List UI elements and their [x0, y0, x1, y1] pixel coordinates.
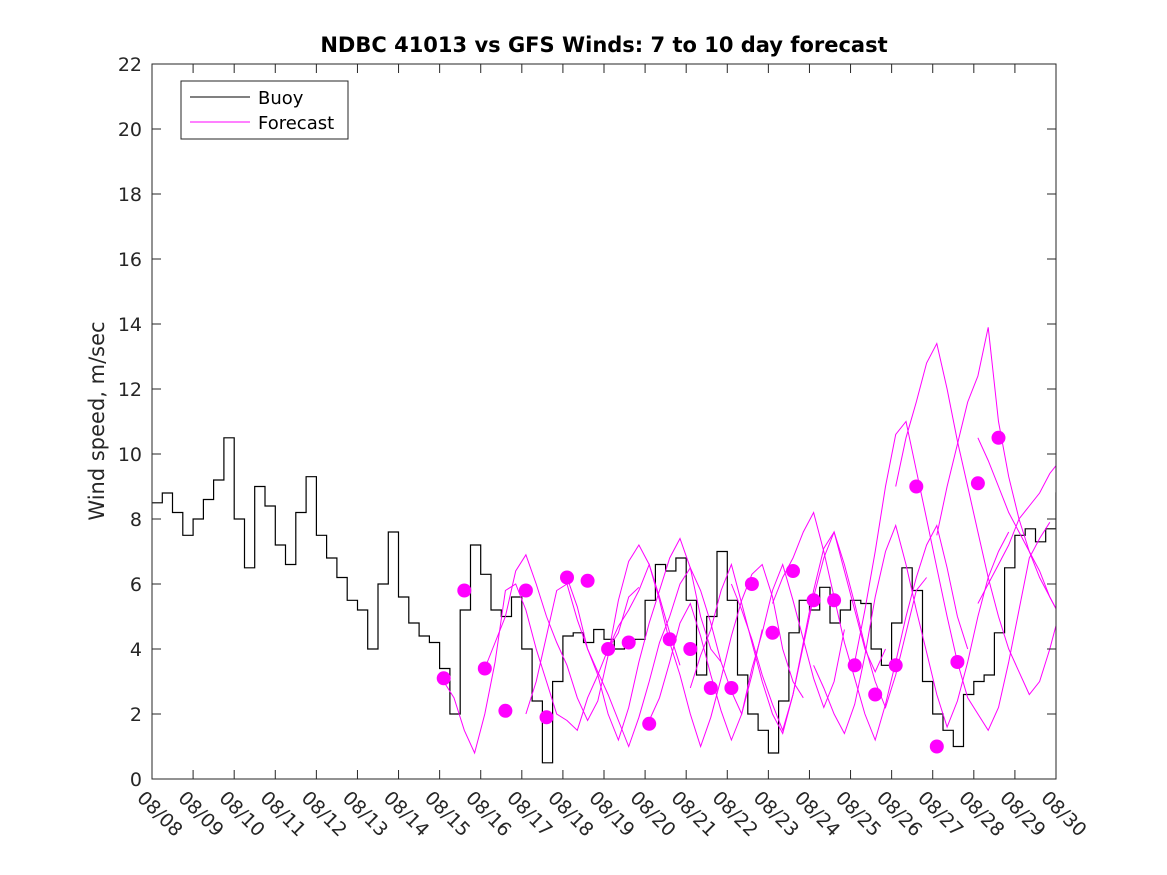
y-tick-label: 6 — [130, 574, 142, 596]
y-tick-label: 8 — [130, 509, 142, 531]
y-tick-label: 4 — [130, 639, 142, 661]
forecast-marker — [662, 632, 677, 647]
chart-title: NDBC 41013 vs GFS Winds: 7 to 10 day for… — [320, 33, 887, 57]
x-tick-label: 08/25 — [831, 787, 885, 841]
x-tick-label: 08/29 — [995, 787, 1049, 841]
x-tick-label: 08/30 — [1036, 787, 1090, 841]
forecast-marker — [868, 687, 883, 702]
buoy-line — [152, 437, 1056, 764]
y-tick-label: 2 — [130, 704, 142, 726]
forecast-marker — [436, 671, 451, 686]
forecast-line — [730, 530, 927, 732]
y-tick-label: 18 — [118, 184, 142, 206]
forecast-line — [936, 327, 1056, 610]
forecast-marker — [642, 716, 657, 731]
forecast-marker — [457, 583, 472, 598]
x-tick-label: 08/19 — [584, 787, 638, 841]
x-tick-label: 08/20 — [626, 787, 680, 841]
y-tick-label: 12 — [118, 379, 142, 401]
data-layer — [152, 327, 1056, 764]
legend-box — [180, 80, 349, 140]
forecast-marker — [498, 703, 513, 718]
forecast-line — [648, 562, 845, 742]
legend-label-forecast: Forecast — [258, 113, 334, 134]
forecast-marker — [929, 739, 944, 754]
forecast-marker — [703, 681, 718, 695]
forecast-line — [895, 342, 1056, 696]
x-tick-label: 08/09 — [174, 787, 228, 841]
x-tick-label: 08/21 — [667, 787, 721, 841]
forecast-line — [484, 543, 681, 722]
y-axis: 0 2 4 6 8 10 12 14 16 18 20 22 — [118, 54, 1056, 791]
forecast-marker — [786, 564, 800, 578]
forecast-marker — [827, 593, 842, 608]
forecast-marker — [744, 577, 759, 591]
x-tick-label: 08/27 — [913, 787, 967, 841]
x-tick-label: 08/12 — [297, 787, 351, 841]
y-tick-label: 20 — [118, 119, 142, 141]
forecast-marker — [601, 642, 616, 656]
x-tick-label: 08/17 — [502, 787, 556, 841]
forecast-marker — [560, 570, 574, 585]
x-tick-label: 08/15 — [420, 787, 474, 841]
y-tick-label: 16 — [118, 249, 142, 271]
forecast-line — [607, 562, 804, 749]
forecast-marker — [683, 642, 698, 656]
x-tick-label: 08/28 — [954, 787, 1008, 841]
x-tick-label: 08/14 — [379, 787, 433, 841]
y-tick-label: 10 — [118, 444, 142, 466]
legend-label-buoy: Buoy — [258, 88, 304, 109]
forecast-marker — [765, 625, 780, 640]
forecast-line — [525, 537, 722, 742]
forecast-line — [813, 523, 1010, 735]
forecast-marker — [950, 655, 965, 669]
y-tick-label: 22 — [118, 54, 142, 76]
forecast-marker — [888, 658, 903, 673]
x-tick-label: 08/16 — [461, 787, 515, 841]
forecast-marker — [539, 710, 554, 725]
forecast-marker — [970, 476, 985, 491]
forecast-line — [772, 511, 969, 742]
x-tick-label: 08/18 — [543, 787, 597, 841]
forecast-marker — [518, 583, 533, 598]
x-tick-label: 08/13 — [338, 787, 392, 841]
forecast-marker — [621, 635, 636, 650]
x-tick-label: 08/08 — [132, 787, 186, 841]
x-tick-label: 08/22 — [708, 787, 762, 841]
y-tick-label: 14 — [118, 314, 142, 336]
legend: Buoy Forecast — [180, 80, 349, 140]
forecast-marker — [909, 479, 924, 494]
x-tick-label: 08/11 — [256, 787, 310, 841]
y-tick-label: 0 — [130, 769, 142, 791]
forecast-marker — [580, 573, 595, 588]
forecast-marker — [806, 593, 821, 608]
x-tick-label: 08/10 — [215, 787, 269, 841]
forecast-line — [854, 420, 1051, 732]
forecast-marker — [991, 430, 1006, 445]
forecast-line — [977, 437, 1056, 610]
forecast-marker — [847, 658, 862, 673]
forecast-marker — [477, 661, 492, 676]
x-tick-label: 08/23 — [749, 787, 803, 841]
x-tick-label: 08/26 — [872, 787, 926, 841]
forecast-line — [977, 464, 1056, 604]
x-tick-label: 08/24 — [790, 787, 844, 841]
y-axis-label: Wind speed, m/sec — [85, 321, 109, 520]
forecast-marker — [724, 681, 739, 695]
